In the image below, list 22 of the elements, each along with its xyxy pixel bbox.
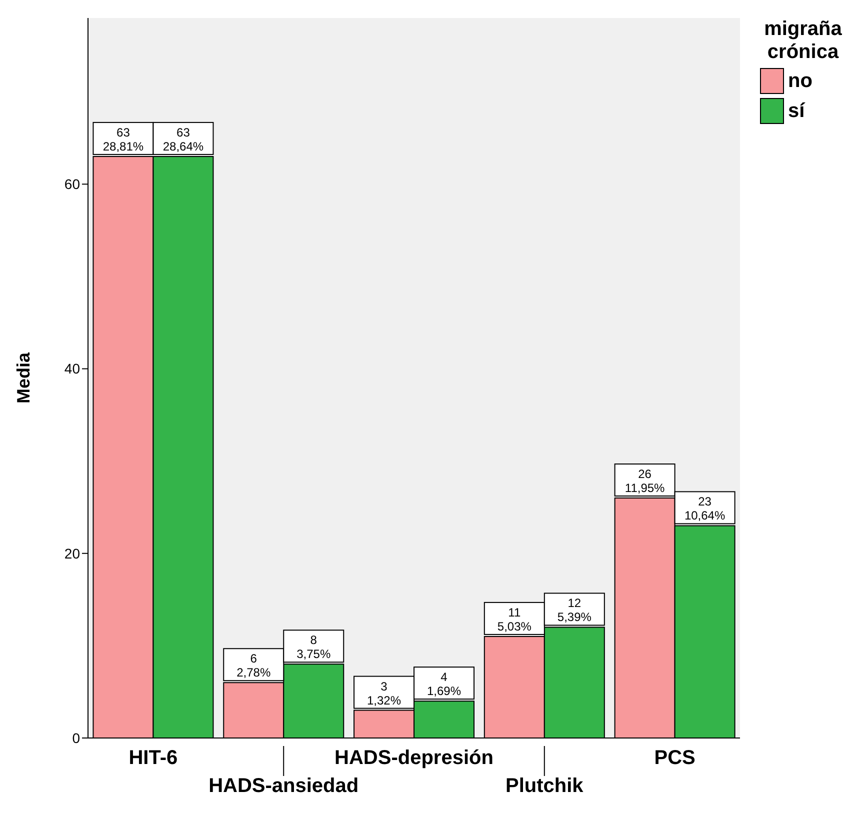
data-label: 63 28,64% xyxy=(162,125,204,154)
legend-label: no xyxy=(788,70,812,92)
data-label: 63 28,81% xyxy=(102,125,144,154)
x-tick-label: HADS-ansiedad xyxy=(208,775,359,797)
y-tick-label: 60 xyxy=(64,176,80,192)
data-label: 4 1,69% xyxy=(427,670,462,698)
x-tick-label: HADS-depresión xyxy=(334,747,494,769)
data-label: 26 11,95% xyxy=(624,467,666,495)
y-tick-label: 0 xyxy=(72,730,80,746)
y-axis-title: Media xyxy=(13,352,34,404)
y-tick-label: 40 xyxy=(64,360,80,377)
data-label: 12 5,39% xyxy=(557,596,592,624)
x-tick-label: PCS xyxy=(654,747,696,769)
legend-label: sí xyxy=(788,100,805,122)
x-tick-label: HIT-6 xyxy=(128,747,178,769)
data-label: 3 1,32% xyxy=(367,679,402,708)
x-tick-label: Plutchik xyxy=(506,775,584,797)
data-label: 23 10,64% xyxy=(684,494,726,523)
data-label: 11 5,03% xyxy=(497,605,532,634)
y-tick-label: 20 xyxy=(64,545,80,562)
data-label: 8 3,75% xyxy=(296,633,331,662)
data-label: 6 2,78% xyxy=(236,652,271,680)
